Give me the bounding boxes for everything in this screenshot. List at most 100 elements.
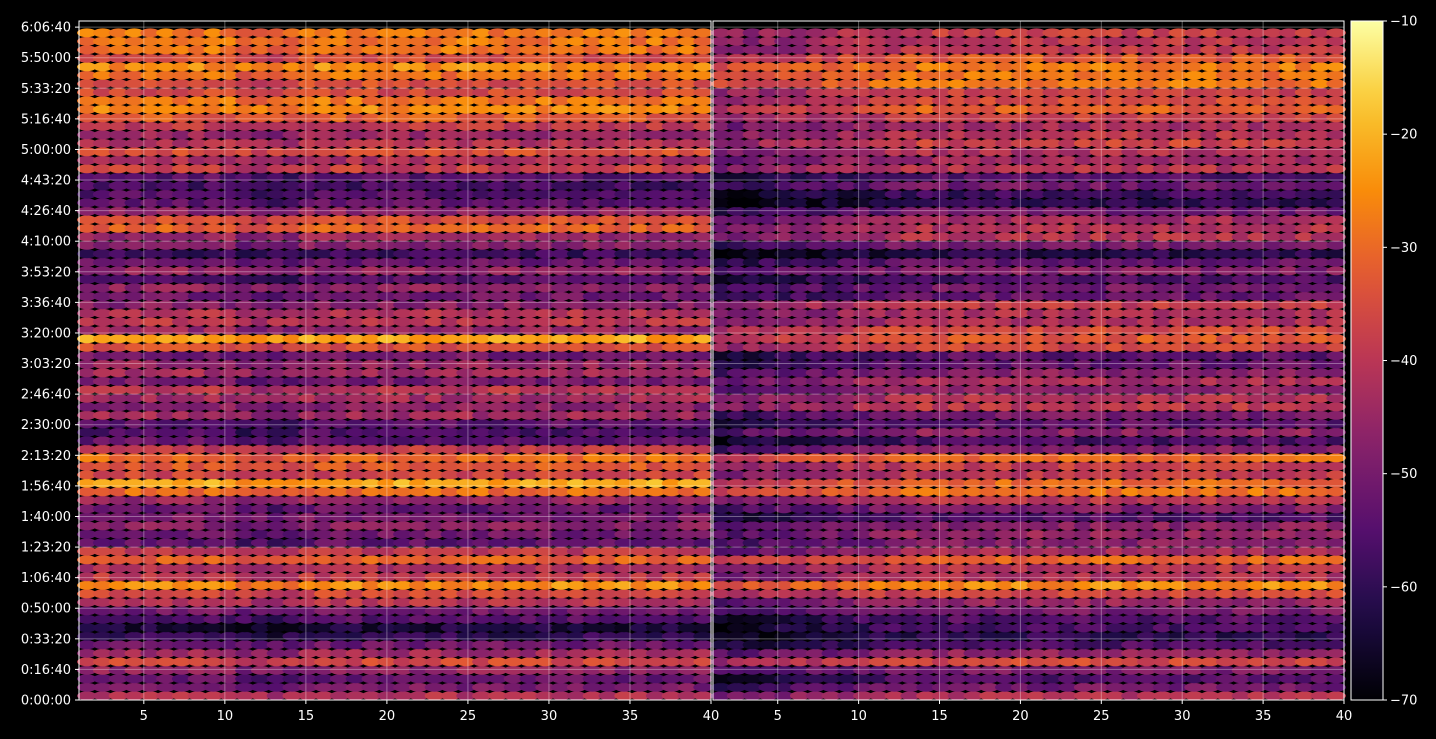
heat-cell xyxy=(203,631,224,641)
heat-cell xyxy=(219,572,239,582)
heat-cell xyxy=(519,597,540,607)
heat-cell xyxy=(156,376,176,386)
heat-cell xyxy=(693,283,713,293)
heat-cell xyxy=(440,504,461,514)
heat-cell xyxy=(250,478,271,488)
heat-cell xyxy=(124,589,145,599)
heat-cell xyxy=(440,691,461,701)
heat-cell xyxy=(661,614,682,624)
heat-cell xyxy=(92,623,113,633)
heat-cell xyxy=(235,623,255,633)
heat-cell xyxy=(108,419,129,429)
heat-cell xyxy=(108,453,129,463)
heat-cell xyxy=(345,504,366,514)
heat-cell xyxy=(408,631,429,641)
heat-cell xyxy=(92,546,113,556)
heat-cell xyxy=(203,538,224,548)
heat-cell xyxy=(219,453,239,463)
heat-cell xyxy=(551,436,571,446)
heat-cell xyxy=(235,376,255,386)
heat-cell xyxy=(614,580,634,590)
heat-cell xyxy=(77,478,97,488)
heat-cell xyxy=(393,487,413,497)
heat-cell xyxy=(566,555,587,565)
heat-cell xyxy=(503,410,524,420)
heat-cell xyxy=(140,393,160,403)
heat-cell xyxy=(551,470,571,480)
heat-cell xyxy=(345,410,366,420)
heat-cell xyxy=(582,674,603,684)
heat-cell xyxy=(329,478,350,488)
heat-cell xyxy=(1326,334,1346,344)
heat-cell xyxy=(77,597,97,607)
heat-cell xyxy=(614,691,634,701)
heat-cell xyxy=(250,410,271,420)
heat-cell xyxy=(661,691,682,701)
heat-cell xyxy=(171,648,192,658)
heat-cell xyxy=(171,478,192,488)
heat-cell xyxy=(582,495,603,505)
heat-cell xyxy=(203,648,224,658)
heat-cell xyxy=(329,453,350,463)
heat-cell xyxy=(566,648,587,658)
heat-cell xyxy=(1326,376,1346,386)
heat-cell xyxy=(519,419,540,429)
heat-cell xyxy=(630,555,650,565)
heat-cell xyxy=(566,410,587,420)
heat-cell xyxy=(440,376,461,386)
heat-cell xyxy=(661,529,682,539)
heat-cell xyxy=(171,376,192,386)
heat-cell xyxy=(614,597,634,607)
heat-cell xyxy=(377,504,397,514)
heat-cell xyxy=(693,189,713,199)
heat-cell xyxy=(124,419,145,429)
heat-cell xyxy=(472,691,492,701)
heat-cell xyxy=(661,631,682,641)
heat-cell xyxy=(661,393,682,403)
heat-cell xyxy=(1326,538,1346,548)
heat-cell xyxy=(693,606,713,616)
heat-cell xyxy=(408,512,429,522)
heat-cell xyxy=(219,393,239,403)
heat-cell xyxy=(187,410,208,420)
heat-cell xyxy=(566,563,587,573)
heat-cell xyxy=(535,529,555,539)
heat-cell xyxy=(630,606,650,616)
heat-cell xyxy=(424,538,445,548)
heat-cell xyxy=(614,529,634,539)
heat-cell xyxy=(551,453,571,463)
heat-cell xyxy=(645,470,666,480)
heat-cell xyxy=(187,419,208,429)
heat-cell xyxy=(566,606,587,616)
heat-cell xyxy=(314,563,334,573)
heat-cell xyxy=(487,657,508,667)
heat-cell xyxy=(472,555,492,565)
heat-cell xyxy=(92,504,113,514)
heat-cell xyxy=(424,504,445,514)
heat-cell xyxy=(329,410,350,420)
heat-cell xyxy=(187,563,208,573)
heat-cell xyxy=(156,487,176,497)
heat-cell xyxy=(187,648,208,658)
heat-cell xyxy=(235,495,255,505)
heat-cell xyxy=(503,555,524,565)
heat-cell xyxy=(408,521,429,531)
heat-cell xyxy=(361,478,382,488)
heat-cell xyxy=(1326,487,1346,497)
heat-cell xyxy=(266,512,287,522)
heat-cell xyxy=(361,461,382,471)
heat-cell xyxy=(582,640,603,650)
heat-cell xyxy=(677,674,698,684)
heat-cell xyxy=(456,538,476,548)
heat-cell xyxy=(235,555,255,565)
heat-cell xyxy=(187,453,208,463)
heat-cell xyxy=(314,385,334,395)
heat-cell xyxy=(235,682,255,692)
heat-cell xyxy=(551,478,571,488)
heat-cell xyxy=(235,631,255,641)
heat-cell xyxy=(361,648,382,658)
heat-cell xyxy=(487,478,508,488)
heat-cell xyxy=(519,572,540,582)
heat-cell xyxy=(156,572,176,582)
heat-cell xyxy=(519,580,540,590)
